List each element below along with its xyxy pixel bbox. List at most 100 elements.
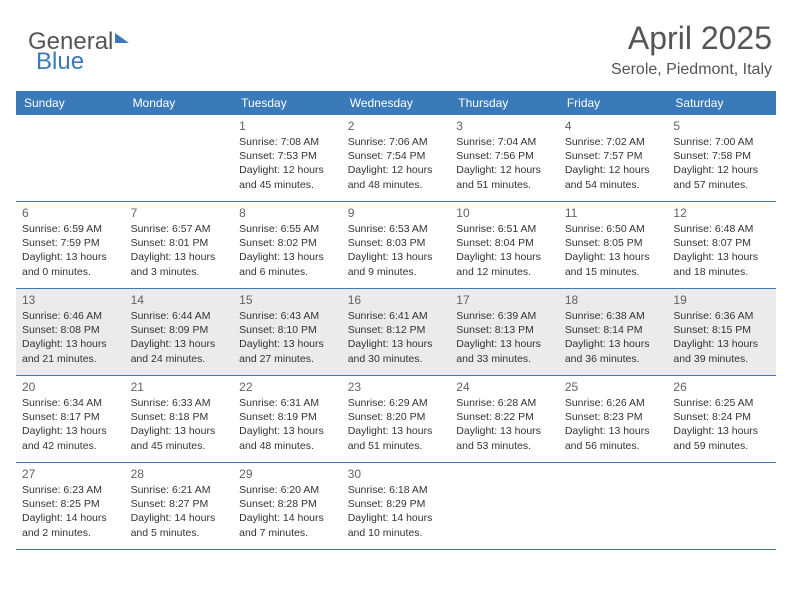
day-cell [450, 463, 559, 549]
day-number: 17 [456, 293, 553, 307]
dayname-saturday: Saturday [667, 91, 776, 115]
sunset-text: Sunset: 8:01 PM [131, 236, 228, 250]
day-number: 15 [239, 293, 336, 307]
sunrise-text: Sunrise: 6:57 AM [131, 222, 228, 236]
day-number: 18 [565, 293, 662, 307]
daylight-text: Daylight: 12 hours and 54 minutes. [565, 163, 662, 191]
day-cell: 26 Sunrise: 6:25 AMSunset: 8:24 PMDayligh… [667, 376, 776, 462]
day-number: 3 [456, 119, 553, 133]
sunrise-text: Sunrise: 6:50 AM [565, 222, 662, 236]
day-number: 1 [239, 119, 336, 133]
day-cell: 8Sunrise: 6:55 AMSunset: 8:02 PMDaylight… [233, 202, 342, 288]
day-info: Sunrise: 6:28 AMSunset: 8:22 PMDaylight:… [456, 396, 553, 453]
sunset-text: Sunset: 8:07 PM [673, 236, 770, 250]
day-number: 22 [239, 380, 336, 394]
logo-line2: Blue [36, 48, 84, 76]
day-info: Sunrise: 6:57 AMSunset: 8:01 PMDaylight:… [131, 222, 228, 279]
day-info: Sunrise: 6:51 AMSunset: 8:04 PMDaylight:… [456, 222, 553, 279]
sunrise-text: Sunrise: 7:00 AM [673, 135, 770, 149]
day-cell: 19Sunrise: 6:36 AMSunset: 8:15 PMDayligh… [667, 289, 776, 375]
day-cell: 11Sunrise: 6:50 AMSunset: 8:05 PMDayligh… [559, 202, 668, 288]
calendar: Sunday Monday Tuesday Wednesday Thursday… [16, 91, 776, 550]
sunset-text: Sunset: 8:20 PM [348, 410, 445, 424]
sunrise-text: Sunrise: 6:38 AM [565, 309, 662, 323]
day-cell: 13Sunrise: 6:46 AMSunset: 8:08 PMDayligh… [16, 289, 125, 375]
dayname-thursday: Thursday [450, 91, 559, 115]
day-number: 10 [456, 206, 553, 220]
day-info: Sunrise: 6:44 AMSunset: 8:09 PMDaylight:… [131, 309, 228, 366]
day-number: 11 [565, 206, 662, 220]
dayname-sunday: Sunday [16, 91, 125, 115]
day-cell: 15Sunrise: 6:43 AMSunset: 8:10 PMDayligh… [233, 289, 342, 375]
day-number: 19 [673, 293, 770, 307]
page-title: April 2025 [611, 20, 772, 57]
daylight-text: Daylight: 13 hours and 6 minutes. [239, 250, 336, 278]
day-cell: 20Sunrise: 6:34 AMSunset: 8:17 PMDayligh… [16, 376, 125, 462]
day-info: Sunrise: 6:18 AMSunset: 8:29 PMDaylight:… [348, 483, 445, 540]
daylight-text: Daylight: 13 hours and 12 minutes. [456, 250, 553, 278]
daylight-text: Daylight: 13 hours and 56 minutes. [565, 424, 662, 452]
daylight-text: Daylight: 13 hours and 0 minutes. [22, 250, 119, 278]
daylight-text: Daylight: 14 hours and 5 minutes. [131, 511, 228, 539]
sunset-text: Sunset: 8:18 PM [131, 410, 228, 424]
daylight-text: Daylight: 13 hours and 39 minutes. [673, 337, 770, 365]
day-info: Sunrise: 7:00 AMSunset: 7:58 PMDaylight:… [673, 135, 770, 192]
sunset-text: Sunset: 8:10 PM [239, 323, 336, 337]
sunset-text: Sunset: 8:24 PM [673, 410, 770, 424]
sunset-text: Sunset: 8:03 PM [348, 236, 445, 250]
day-cell: 6Sunrise: 6:59 AMSunset: 7:59 PMDaylight… [16, 202, 125, 288]
daylight-text: Daylight: 13 hours and 33 minutes. [456, 337, 553, 365]
daylight-text: Daylight: 14 hours and 10 minutes. [348, 511, 445, 539]
day-info: Sunrise: 6:29 AMSunset: 8:20 PMDaylight:… [348, 396, 445, 453]
sunset-text: Sunset: 8:05 PM [565, 236, 662, 250]
daylight-text: Daylight: 13 hours and 36 minutes. [565, 337, 662, 365]
sunrise-text: Sunrise: 6:25 AM [673, 396, 770, 410]
day-info: Sunrise: 6:20 AMSunset: 8:28 PMDaylight:… [239, 483, 336, 540]
week-row: 6Sunrise: 6:59 AMSunset: 7:59 PMDaylight… [16, 202, 776, 289]
day-info: Sunrise: 6:48 AMSunset: 8:07 PMDaylight:… [673, 222, 770, 279]
day-cell: 22Sunrise: 6:31 AMSunset: 8:19 PMDayligh… [233, 376, 342, 462]
daylight-text: Daylight: 13 hours and 51 minutes. [348, 424, 445, 452]
sunset-text: Sunset: 8:22 PM [456, 410, 553, 424]
sunset-text: Sunset: 8:08 PM [22, 323, 119, 337]
daylight-text: Daylight: 13 hours and 24 minutes. [131, 337, 228, 365]
day-cell: 1 Sunrise: 7:08 AMSunset: 7:53 PMDaylight… [233, 115, 342, 201]
sunrise-text: Sunrise: 6:36 AM [673, 309, 770, 323]
day-number: 2 [348, 119, 445, 133]
sunset-text: Sunset: 8:25 PM [22, 497, 119, 511]
sunset-text: Sunset: 8:28 PM [239, 497, 336, 511]
day-number: 5 [673, 119, 770, 133]
sunrise-text: Sunrise: 6:28 AM [456, 396, 553, 410]
day-info: Sunrise: 7:06 AMSunset: 7:54 PMDaylight:… [348, 135, 445, 192]
sunrise-text: Sunrise: 6:20 AM [239, 483, 336, 497]
day-cell: 3Sunrise: 7:04 AMSunset: 7:56 PMDaylight… [450, 115, 559, 201]
daylight-text: Daylight: 14 hours and 7 minutes. [239, 511, 336, 539]
day-info: Sunrise: 7:08 AMSunset: 7:53 PMDaylight:… [239, 135, 336, 192]
day-info: Sunrise: 6:26 AMSunset: 8:23 PMDaylight:… [565, 396, 662, 453]
day-number: 27 [22, 467, 119, 481]
title-block: April 2025 Serole, Piedmont, Italy [611, 20, 776, 79]
sunrise-text: Sunrise: 6:34 AM [22, 396, 119, 410]
sunrise-text: Sunrise: 6:43 AM [239, 309, 336, 323]
sunset-text: Sunset: 7:58 PM [673, 149, 770, 163]
location-label: Serole, Piedmont, Italy [611, 61, 772, 79]
daylight-text: Daylight: 13 hours and 59 minutes. [673, 424, 770, 452]
daylight-text: Daylight: 14 hours and 2 minutes. [22, 511, 119, 539]
day-info: Sunrise: 6:39 AMSunset: 8:13 PMDaylight:… [456, 309, 553, 366]
sunset-text: Sunset: 7:54 PM [348, 149, 445, 163]
sunrise-text: Sunrise: 6:31 AM [239, 396, 336, 410]
daylight-text: Daylight: 13 hours and 18 minutes. [673, 250, 770, 278]
logo-triangle-icon [115, 33, 129, 43]
day-number: 26 [673, 380, 770, 394]
day-cell [667, 463, 776, 549]
day-number: 8 [239, 206, 336, 220]
day-number: 25 [565, 380, 662, 394]
day-info: Sunrise: 6:21 AMSunset: 8:27 PMDaylight:… [131, 483, 228, 540]
sunset-text: Sunset: 7:53 PM [239, 149, 336, 163]
day-cell: 9Sunrise: 6:53 AMSunset: 8:03 PMDaylight… [342, 202, 451, 288]
day-cell: 4Sunrise: 7:02 AMSunset: 7:57 PMDaylight… [559, 115, 668, 201]
sunrise-text: Sunrise: 6:23 AM [22, 483, 119, 497]
day-cell: 2 Sunrise: 7:06 AMSunset: 7:54 PMDaylight… [342, 115, 451, 201]
day-cell [16, 115, 125, 201]
sunset-text: Sunset: 8:17 PM [22, 410, 119, 424]
